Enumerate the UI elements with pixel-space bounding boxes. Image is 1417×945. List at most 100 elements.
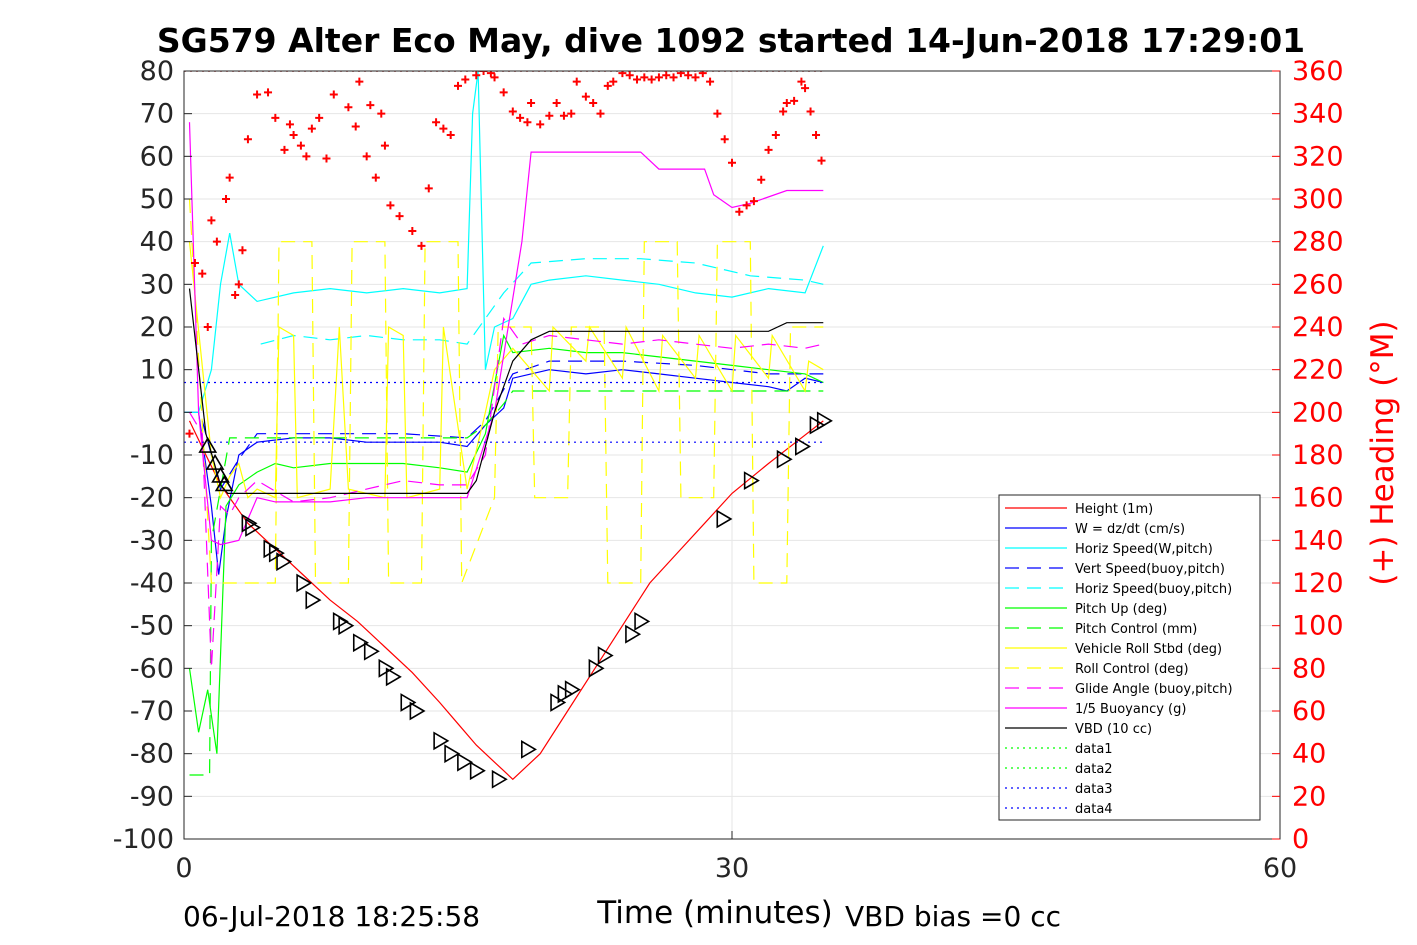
y-tick-label: -50 (130, 611, 174, 642)
heading-point (222, 195, 231, 203)
descent-marker (241, 513, 258, 533)
heading-point (757, 175, 766, 184)
y-right-tick-label: 20 (1292, 781, 1326, 812)
heading-point (190, 259, 199, 267)
descent-marker (296, 573, 313, 593)
heading-point (243, 135, 252, 144)
legend-label: Vehicle Roll Stbd (deg) (1075, 642, 1222, 657)
heading-point (698, 71, 707, 78)
heading-point (479, 71, 488, 75)
ascent-marker (634, 612, 651, 631)
y-right-tick-label: 300 (1292, 184, 1344, 215)
descent-marker (491, 769, 508, 789)
heading-point (572, 77, 581, 86)
x-axis-label: Time (minutes) (596, 895, 832, 931)
descent-marker (409, 701, 426, 721)
y-right-tick-label: 0 (1292, 824, 1309, 855)
heading-point (618, 71, 627, 78)
y-right-tick-label: 260 (1292, 269, 1344, 300)
heading-point (307, 124, 316, 133)
heading-point (380, 141, 389, 150)
heading-point (640, 73, 649, 82)
series-line-vbd-10-cc- (188, 288, 824, 494)
legend-label: Horiz Speed(buoy,pitch) (1075, 582, 1232, 597)
heading-point (516, 113, 525, 122)
legend: Height (1m) W = dz/dt (cm/s) Horiz Speed(W… (998, 494, 1261, 821)
heading-point (315, 113, 324, 122)
y-right-tick-label: 280 (1292, 227, 1344, 258)
heading-point (713, 109, 722, 118)
heading-point (212, 237, 221, 246)
heading-point (545, 111, 554, 120)
ascent-marker (597, 646, 614, 665)
heading-point (742, 201, 751, 210)
heading-point (386, 201, 395, 210)
series-line-vehicle-roll-stbd-deg- (188, 241, 824, 500)
y-tick-label: 30 (140, 269, 174, 300)
legend-label: Pitch Control (mm) (1075, 622, 1197, 637)
heading-point (289, 131, 298, 139)
heading-point (207, 216, 216, 225)
heading-point (454, 81, 462, 90)
heading-point (508, 107, 517, 116)
heading-point (371, 173, 380, 182)
heading-point (280, 145, 289, 154)
heading-point (676, 71, 685, 78)
heading-point (596, 109, 605, 118)
heading-point (351, 122, 360, 131)
descent-marker (305, 590, 322, 610)
descent-marker (214, 475, 234, 492)
descent-marker (400, 693, 417, 712)
heading-point (408, 227, 417, 235)
x-tick-label: 60 (1263, 853, 1297, 884)
heading-point (625, 71, 634, 80)
heading-point (185, 429, 194, 438)
heading-point (432, 118, 441, 127)
y-tick-label: 80 (140, 56, 174, 87)
y-tick-label: -20 (130, 483, 174, 514)
series-line-vert-speed-buoy-pitch- (201, 360, 824, 491)
descent-marker (433, 731, 450, 751)
descent-marker (363, 641, 380, 661)
y-tick-label: 20 (140, 312, 174, 343)
x-tick-label: 30 (715, 853, 749, 884)
legend-label: Pitch Up (deg) (1075, 602, 1167, 617)
heading-point (523, 118, 532, 127)
heading-point (271, 113, 280, 122)
heading-point (296, 141, 305, 150)
legend-label: Glide Angle (buoy,pitch) (1075, 682, 1233, 697)
legend-label: data4 (1075, 802, 1113, 817)
y-right-tick-label: 100 (1292, 611, 1344, 642)
legend-label: 1/5 Buoyancy (g) (1075, 702, 1186, 717)
y-right-tick-label: 120 (1292, 568, 1344, 599)
y-right-tick-label: 240 (1292, 312, 1344, 343)
heading-point (720, 135, 729, 144)
series-line-horiz-speed-w-pitch- (184, 71, 824, 413)
series-line-1-5-buoyancy-g- (188, 122, 824, 546)
y-axis-left: 80 70 60 50 40 30 20 10 0 -10 -20 -30 -40 -50 -60 -70 -8… (113, 56, 192, 855)
series-line-horiz-speed-buoy-pitch- (260, 258, 824, 345)
y-right-tick-label: 140 (1292, 525, 1344, 556)
heading-point (446, 131, 455, 139)
y-tick-label: -60 (130, 653, 174, 684)
y-right-tick-label: 80 (1292, 653, 1326, 684)
heading-point (198, 269, 207, 278)
heading-point (662, 71, 671, 80)
heading-point (735, 207, 744, 216)
x-tick-label: 0 (175, 853, 192, 884)
heading-point (654, 73, 663, 82)
ascent-marker (716, 509, 733, 529)
heading-point (253, 90, 262, 99)
y-axis-right: 3603403203002802602402202001801601401201… (1272, 56, 1344, 855)
heading-point (684, 71, 693, 80)
descent-marker (276, 552, 293, 572)
heading-point (552, 99, 561, 107)
heading-point (782, 99, 791, 107)
y-tick-label: 60 (140, 141, 174, 172)
heading-point (362, 152, 371, 161)
ascent-marker (743, 471, 760, 490)
y-tick-label: -80 (130, 739, 174, 770)
y-right-tick-label: 180 (1292, 440, 1344, 471)
legend-label: data2 (1075, 762, 1113, 777)
